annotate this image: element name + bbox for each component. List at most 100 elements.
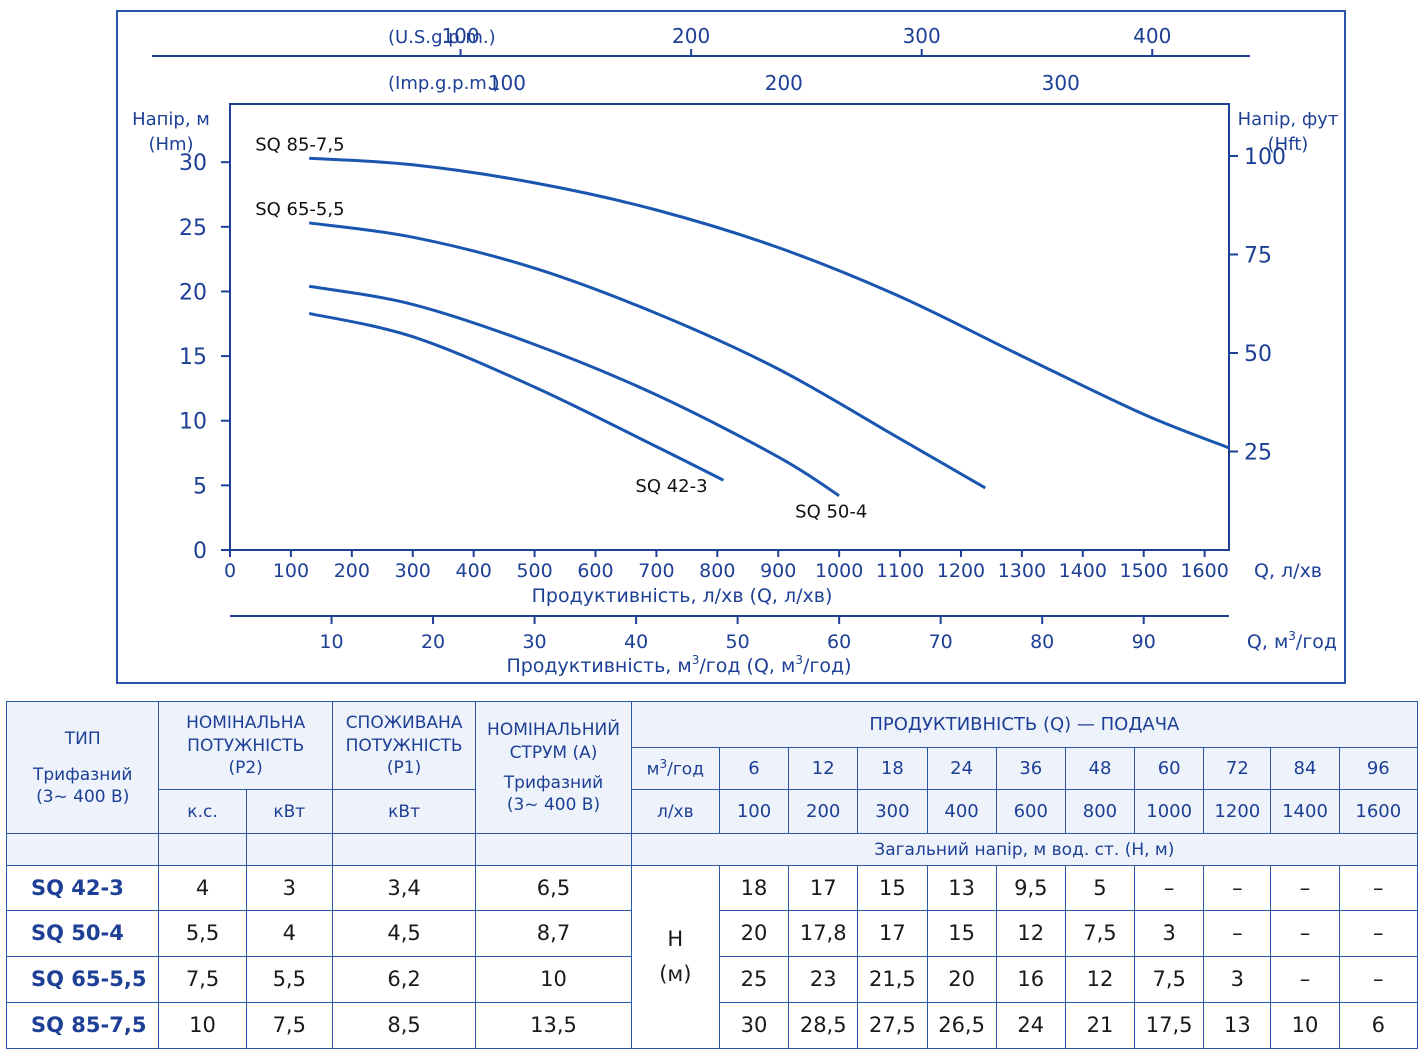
series-label: SQ 65-5,5 [255, 199, 344, 220]
head-value-cell: 7,5 [1064, 909, 1136, 957]
x-lmin-tick-label: 700 [638, 560, 674, 582]
row-type: SQ 42-3 [5, 865, 160, 911]
x-lmin-tick-label: 1600 [1180, 560, 1228, 582]
head-value-cell: 18 [718, 865, 790, 911]
x-lmin-tick-label: 100 [273, 560, 309, 582]
row-type: SQ 50-4 [5, 909, 160, 957]
head-value-cell: 15 [857, 865, 928, 911]
series-curve [309, 156, 1230, 450]
flow-lmin-cell: 100 [718, 789, 790, 835]
impgpm-tick-label: 200 [765, 71, 803, 95]
x-m3h-tick-label: 20 [421, 631, 445, 653]
head-value-cell: 13 [1203, 1001, 1272, 1050]
hdr-spacer-p1 [331, 833, 477, 867]
flow-lmin-cell: 200 [788, 789, 859, 835]
x-m3h-tick-label: 50 [726, 631, 750, 653]
head-value-cell: – [1338, 955, 1419, 1003]
y-left-tick-label: 25 [179, 216, 207, 241]
usgpm-tick-label: 400 [1133, 24, 1171, 48]
y-left-tick-label: 30 [179, 151, 207, 176]
head-value-cell: 12 [995, 909, 1066, 957]
usgpm-tick-label: 300 [903, 24, 941, 48]
x-lmin-tick-label: 400 [456, 560, 492, 582]
flow-lmin-cell: 600 [995, 789, 1066, 835]
flow-m3h-cell: 12 [788, 747, 859, 791]
x-m3h-label: Продуктивність, м3/год (Q, м3/год) [506, 653, 851, 677]
flow-lmin-cell: 1200 [1203, 789, 1272, 835]
hdr-performance: ПРОДУКТИВНІСТЬ (Q) — ПОДАЧА [630, 700, 1419, 749]
row-kw: 3 [245, 865, 333, 911]
flow-m3h-cell: 48 [1064, 747, 1136, 791]
y-left-ticks: 0 5 10 15 20 25 30 [179, 151, 230, 564]
head-value-cell: – [1203, 909, 1272, 957]
x-m3h-tick-label: 70 [929, 631, 953, 653]
x-m3h-tick-label: 10 [319, 631, 343, 653]
x-lmin-tick-label: 800 [699, 560, 735, 582]
y-left-label-1: Напір, м [132, 109, 210, 130]
row-hp: 4 [158, 865, 247, 911]
pump-curve-chart: (U.S.g.p.m.) 100 200 300 400 (Imp.g.p.m.) 1… [132, 24, 1338, 677]
flow-m3h-cell: 84 [1270, 747, 1340, 791]
x-m3h-tick-label: 40 [624, 631, 648, 653]
head-value-cell: – [1338, 865, 1419, 911]
x-m3h-tick-label: 90 [1132, 631, 1156, 653]
y-left-label-2: (Hm) [148, 134, 193, 155]
flow-m3h-cell: 18 [857, 747, 928, 791]
row-kw: 5,5 [245, 955, 333, 1003]
flow-lmin-cell: 1600 [1338, 789, 1419, 835]
flow-lmin-cell: 1000 [1134, 789, 1205, 835]
row-type: SQ 65-5,5 [5, 955, 160, 1003]
head-unit-label: H [667, 926, 684, 951]
chart-frame [116, 10, 1346, 684]
head-value-cell: 27,5 [857, 1001, 928, 1050]
x-lmin-tick-label: 0 [224, 560, 236, 582]
head-value-cell: 5 [1064, 865, 1136, 911]
usgpm-tick-label: 100 [441, 24, 479, 48]
usgpm-axis-label: (U.S.g.p.m.) [388, 27, 496, 48]
impgpm-ticks: 100 200 300 [488, 71, 1080, 95]
flow-m3h-cell: 24 [926, 747, 997, 791]
row-hp: 7,5 [158, 955, 247, 1003]
unit-kw-p1: кВт [331, 789, 477, 835]
unit-lmin: л/хв [630, 789, 720, 835]
head-value-cell: 17,5 [1134, 1001, 1205, 1050]
flow-m3h-cell: 36 [995, 747, 1066, 791]
hdr-p2: НОМІНАЛЬНА ПОТУЖНІСТЬ (P2) [158, 700, 333, 791]
flow-m3h-cell: 6 [718, 747, 790, 791]
head-value-cell: 25 [718, 955, 790, 1003]
head-unit-cell: H (м) [630, 865, 720, 1049]
head-value-cell: 17,8 [788, 909, 859, 957]
x-lmin-tick-label: 200 [334, 560, 370, 582]
head-value-cell: – [1203, 865, 1272, 911]
flow-m3h-cell: 96 [1338, 747, 1419, 791]
x-m3h-tick-label: 80 [1030, 631, 1054, 653]
head-value-cell: – [1134, 865, 1205, 911]
pump-spec-table: ТИП Трифазний (3~ 400 В) НОМІНАЛЬНА ПОТУЖН… [5, 700, 1419, 1050]
unit-hp: к.с. [158, 789, 247, 835]
head-value-cell: 17 [788, 865, 859, 911]
row-type: SQ 85-7,5 [5, 1001, 160, 1050]
series-curve [308, 221, 987, 490]
head-value-cell: 12 [1064, 955, 1136, 1003]
y-left-tick-label: 15 [179, 345, 207, 370]
row-current: 13,5 [475, 1001, 632, 1050]
head-value-cell: 7,5 [1134, 955, 1205, 1003]
x-lmin-tick-label: 1100 [876, 560, 924, 582]
unit-m3h: м3/год [630, 747, 720, 791]
table-row: SQ 85-7,5 10 7,5 8,5 13,5 30 28,5 27,5 26,5 24 21 1… [5, 1001, 1419, 1050]
flow-lmin-cell: 1400 [1270, 789, 1340, 835]
series-curve [308, 311, 725, 482]
x-lmin-tick-label: 1300 [998, 560, 1046, 582]
flow-m3h-cell: 60 [1134, 747, 1205, 791]
series-label: SQ 50-4 [795, 502, 867, 523]
x-lmin-ticks: 0 100 200 300 400 500 600 700 800 900 1000 1100 1200… [224, 550, 1229, 582]
row-hp: 5,5 [158, 909, 247, 957]
x-m3h-ticks: 10 20 30 40 50 60 70 80 90 [319, 616, 1156, 653]
head-value-cell: 3 [1134, 909, 1205, 957]
head-value-cell: 17 [857, 909, 928, 957]
row-p1: 4,5 [331, 909, 477, 957]
head-value-cell: 21,5 [857, 955, 928, 1003]
table-row: SQ 65-5,5 7,5 5,5 6,2 10 25 23 21,5 20 16 12 7,5 3– – [5, 955, 1419, 1003]
y-right-tick-label: 100 [1244, 145, 1286, 170]
head-value-cell: – [1270, 909, 1340, 957]
